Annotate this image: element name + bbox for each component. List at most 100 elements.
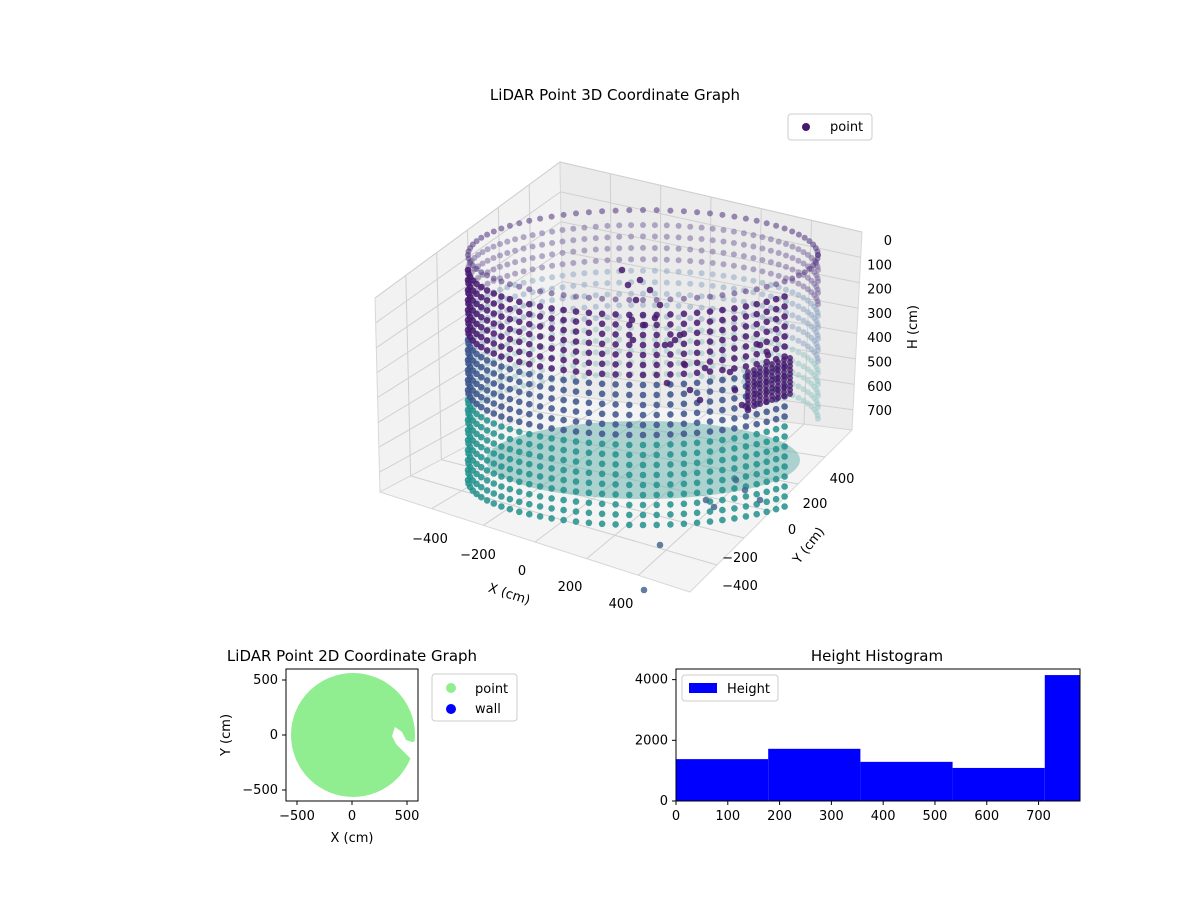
data-point — [681, 361, 689, 369]
data-point — [719, 211, 726, 218]
data-point — [581, 293, 588, 300]
data-point — [572, 318, 580, 325]
data-point — [742, 313, 750, 320]
data-point — [628, 222, 635, 229]
data-point — [612, 207, 619, 214]
data-point — [687, 292, 694, 299]
data-point — [789, 335, 796, 341]
data-point — [667, 321, 674, 328]
data-point — [719, 416, 726, 424]
data-point — [516, 398, 523, 406]
data-point — [651, 314, 659, 322]
data-point — [529, 243, 536, 250]
data-point — [526, 390, 533, 398]
data-point — [549, 228, 556, 235]
data-point — [680, 380, 688, 388]
data-point — [783, 263, 789, 270]
data-point — [560, 456, 567, 464]
data-point — [484, 231, 491, 238]
data-point — [490, 440, 498, 447]
data-point — [592, 258, 599, 264]
data-point — [478, 363, 485, 371]
chart-2d-title: LiDAR Point 2D Coordinate Graph — [227, 647, 477, 665]
data-point — [693, 449, 701, 457]
data-point — [473, 400, 480, 408]
data-point — [585, 319, 593, 327]
data-point — [653, 351, 660, 359]
data-point — [772, 505, 780, 513]
data-point — [516, 358, 523, 366]
data-point — [598, 500, 606, 508]
data-point — [548, 475, 555, 482]
data-point — [693, 429, 701, 437]
z-tick-label-3d: 400 — [867, 331, 892, 346]
data-point — [581, 236, 588, 242]
disc-notch — [392, 727, 418, 760]
data-point — [653, 401, 660, 409]
data-point — [795, 303, 802, 310]
data-point — [526, 450, 533, 458]
legend-histogram-swatch — [689, 683, 717, 693]
data-point — [781, 423, 788, 430]
data-point — [506, 375, 514, 383]
data-point — [719, 436, 726, 444]
data-point — [572, 488, 580, 495]
data-point — [536, 323, 544, 330]
data-point — [628, 290, 635, 297]
point-cloud — [464, 207, 821, 594]
data-point — [731, 386, 739, 394]
data-point — [763, 438, 770, 446]
data-point — [815, 358, 821, 365]
data-point — [781, 443, 788, 450]
axis-ticks-3d: −400−2000200400−400−20002004000100200300… — [412, 234, 892, 612]
data-point — [753, 350, 760, 358]
data-point — [516, 308, 523, 316]
data-point — [730, 240, 737, 246]
legend-2d: point wall — [431, 673, 518, 722]
data-point — [560, 406, 567, 414]
data-point — [693, 509, 701, 517]
data-point — [706, 328, 714, 335]
data-point — [663, 291, 670, 297]
data-point — [498, 493, 505, 500]
data-point — [560, 306, 567, 314]
data-point — [592, 326, 599, 333]
data-point — [671, 336, 679, 344]
data-point — [483, 297, 491, 304]
data-point — [651, 302, 658, 309]
data-point — [585, 499, 593, 507]
data-point — [559, 284, 566, 291]
data-point — [581, 247, 588, 254]
data-point — [626, 351, 633, 359]
data-point — [548, 485, 555, 492]
data-point — [795, 394, 802, 401]
data-point — [483, 287, 491, 294]
data-point — [526, 460, 533, 468]
data-point — [585, 339, 593, 347]
data-point — [653, 521, 660, 529]
data-point — [490, 470, 498, 477]
data-point — [490, 243, 497, 250]
data-point — [572, 348, 580, 355]
data-point — [742, 493, 750, 500]
data-point — [781, 343, 788, 350]
data-point — [498, 503, 505, 510]
data-point — [675, 280, 682, 287]
data-point — [815, 381, 821, 388]
data-point — [763, 498, 770, 506]
data-point — [536, 313, 544, 320]
data-point — [740, 276, 747, 282]
data-point — [612, 391, 619, 398]
data-point — [560, 486, 567, 494]
data-point — [585, 359, 593, 367]
data-point — [676, 331, 684, 339]
data-point — [653, 511, 660, 519]
data-point — [598, 450, 606, 458]
data-point — [490, 370, 498, 377]
data-point — [815, 301, 821, 308]
data-point — [536, 303, 544, 310]
data-point — [667, 361, 674, 368]
data-point — [706, 438, 714, 445]
data-point — [572, 458, 580, 465]
